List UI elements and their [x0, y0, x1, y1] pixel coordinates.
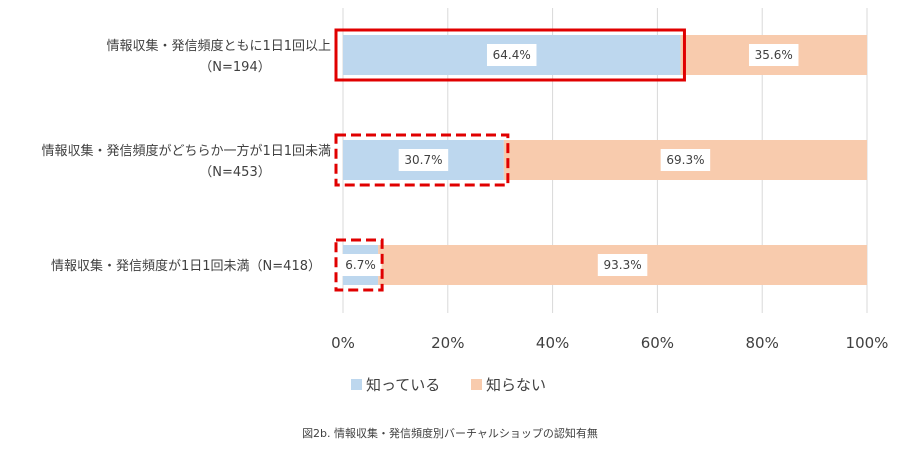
category-label-n: （N=194） — [199, 60, 270, 75]
category-label: 情報収集・発信頻度が1日1回未満（N=418） — [51, 258, 321, 274]
data-label-box — [748, 44, 799, 66]
category-label-n: （N=453） — [199, 165, 270, 180]
data-labels: 64.4% 35.6% 30.7% 69.3% 6.7% 93.3% — [339, 44, 799, 276]
legend: 知っている 知らない — [351, 376, 546, 394]
data-label-box — [398, 149, 449, 171]
data-label-box — [597, 254, 648, 276]
x-tick-label: 20% — [431, 334, 464, 352]
category-label: 情報収集・発信頻度がどちらか一方が1日1回未満 — [41, 143, 331, 159]
data-label: 93.3% — [603, 258, 641, 272]
data-label: 30.7% — [404, 153, 442, 167]
x-tick-label: 60% — [641, 334, 674, 352]
data-label-box — [339, 254, 382, 276]
legend-swatch — [471, 379, 482, 390]
data-label: 69.3% — [666, 153, 704, 167]
x-axis-ticks: 0% 20% 40% 60% 80% 100% — [331, 334, 888, 352]
highlight-box — [334, 238, 384, 292]
legend-label: 知っている — [366, 376, 440, 394]
highlight-boxes — [334, 28, 686, 292]
x-tick-label: 40% — [536, 334, 569, 352]
x-tick-label: 100% — [846, 334, 889, 352]
x-tick-label: 0% — [331, 334, 355, 352]
data-label-box — [660, 149, 711, 171]
data-label-box — [486, 44, 537, 66]
x-tick-label: 80% — [746, 334, 779, 352]
highlight-box — [334, 133, 510, 187]
category-labels: 情報収集・発信頻度ともに1日1回以上 （N=194） 情報収集・発信頻度がどちらか一… — [41, 38, 331, 274]
chart-caption: 図2b. 情報収集・発信頻度別バーチャルショップの認知有無 — [302, 426, 598, 440]
data-label: 6.7% — [345, 258, 376, 272]
data-label: 35.6% — [755, 48, 793, 62]
highlight-box — [334, 28, 686, 82]
legend-swatch — [351, 379, 362, 390]
category-label: 情報収集・発信頻度ともに1日1回以上 — [106, 38, 331, 54]
data-label: 64.4% — [493, 48, 531, 62]
legend-label: 知らない — [486, 376, 546, 394]
